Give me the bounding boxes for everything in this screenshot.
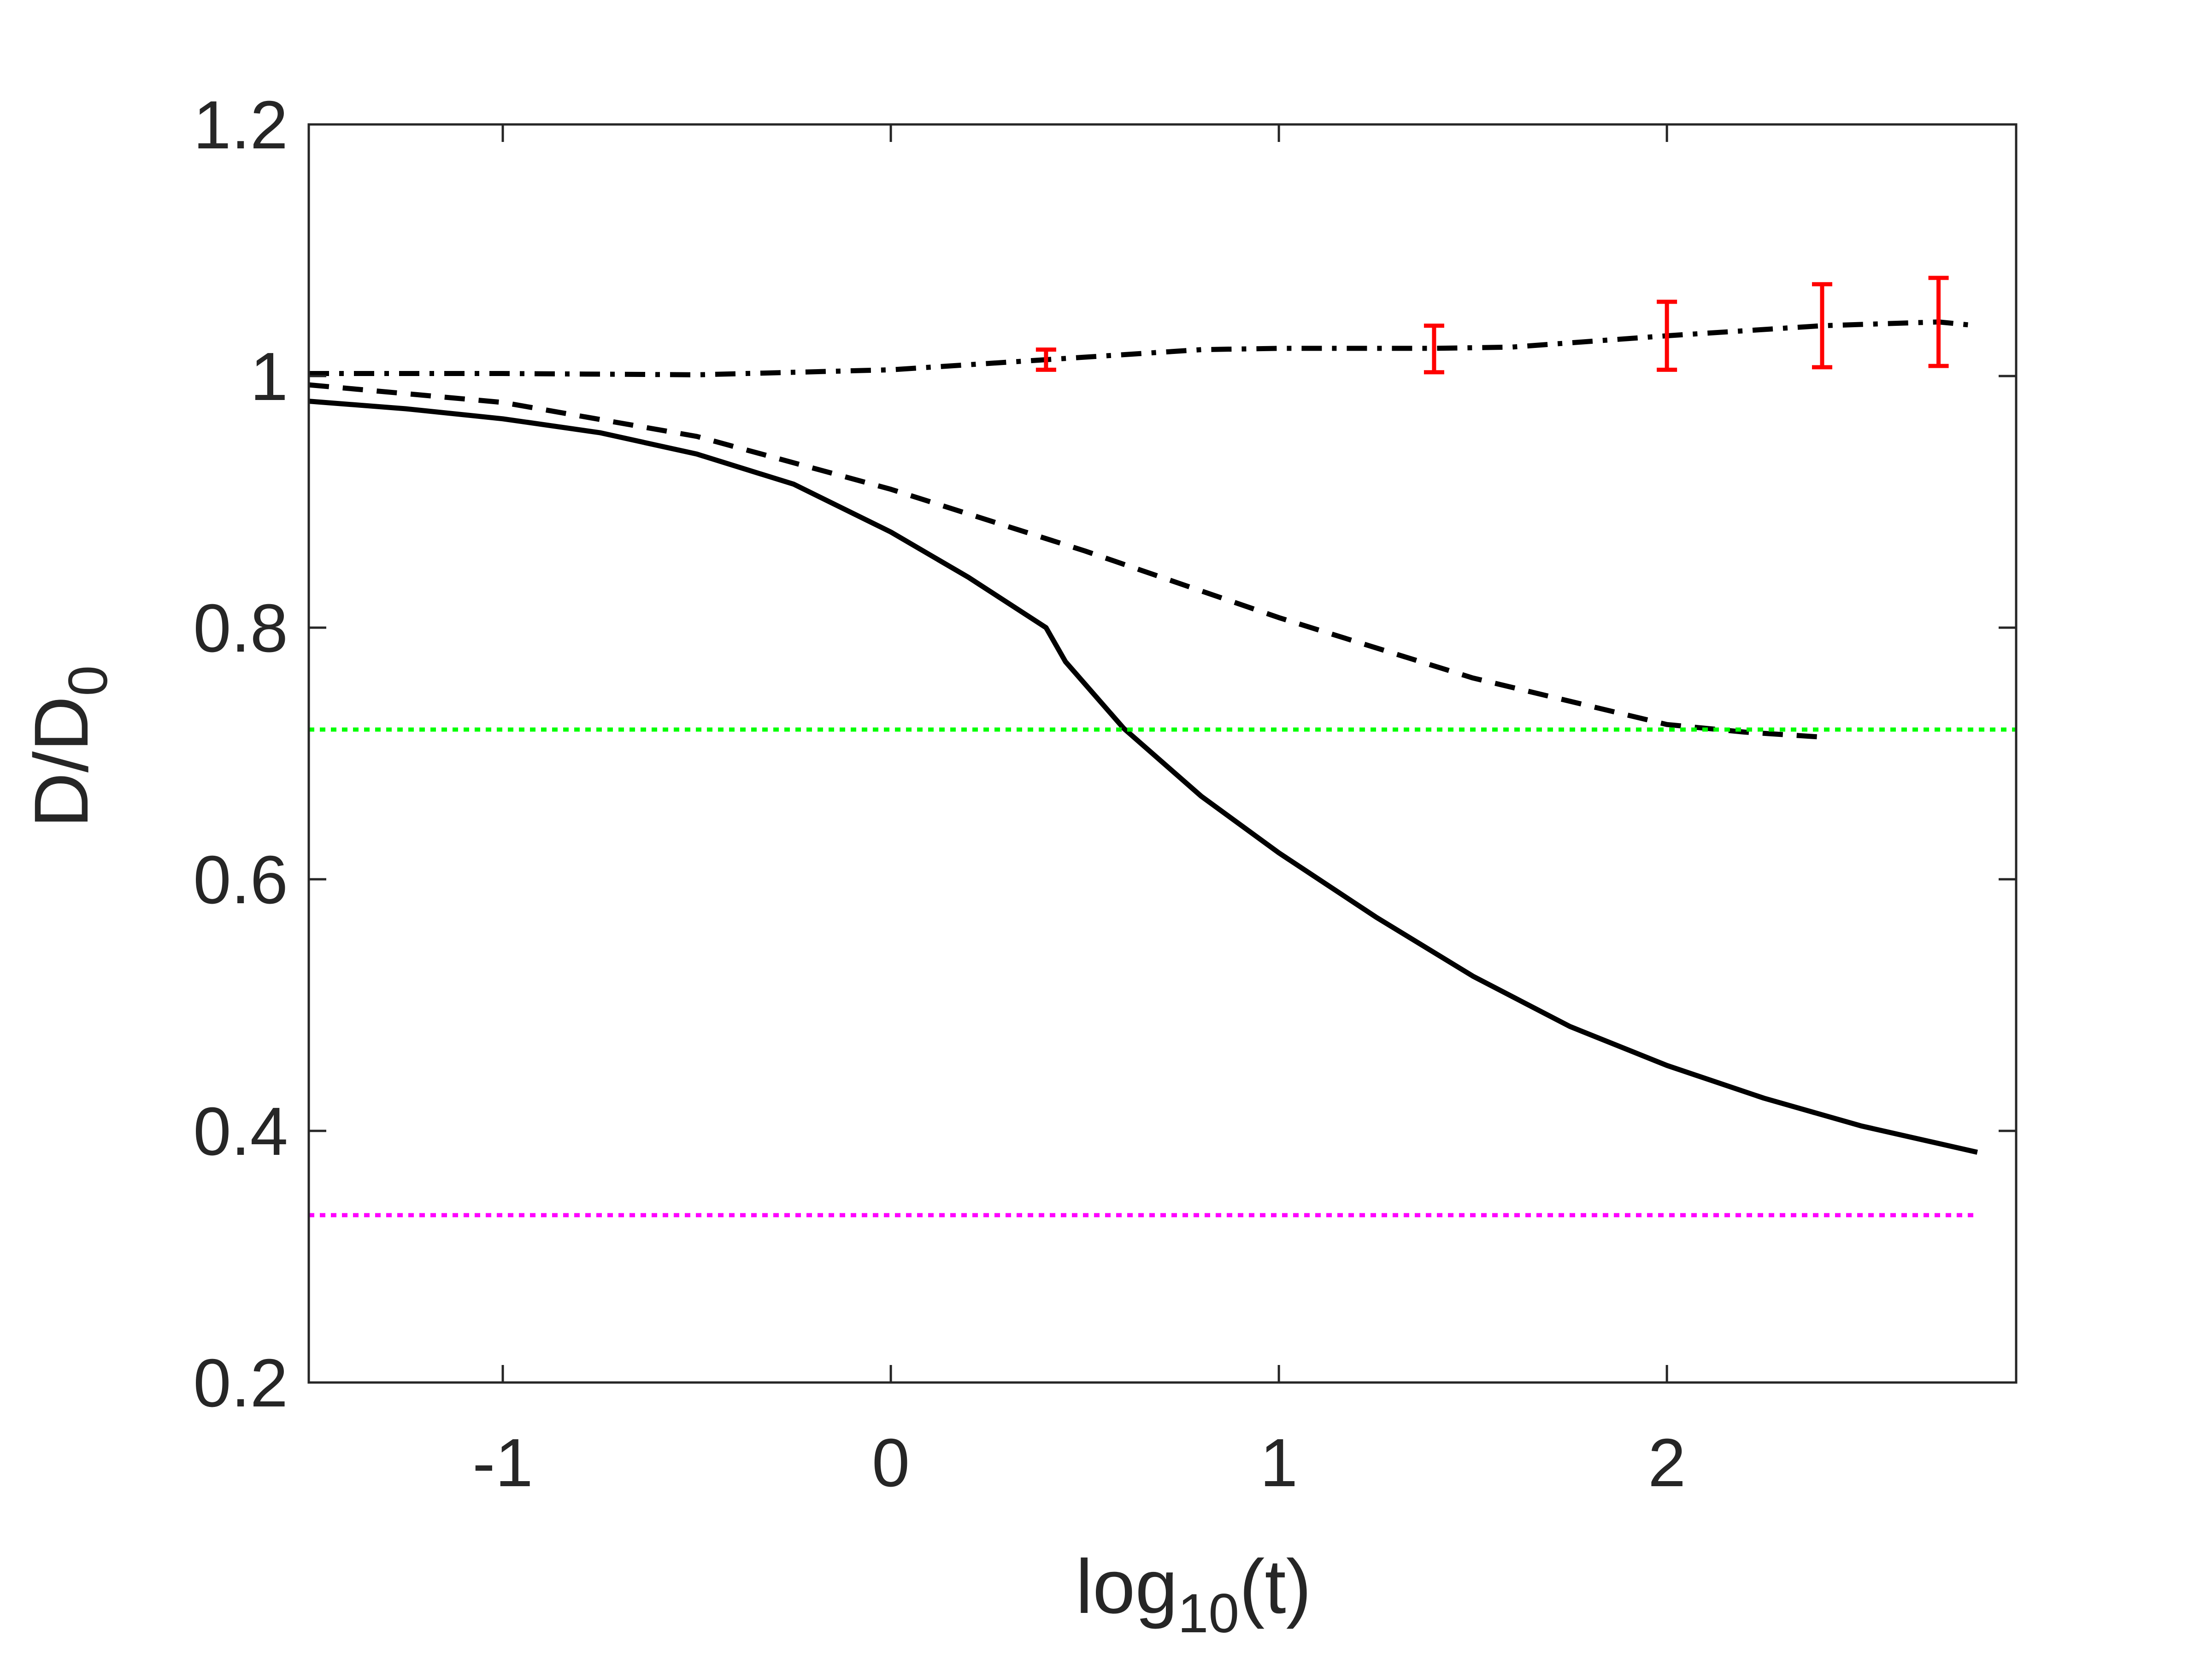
errorbar-layer [1035,276,1949,375]
y-axis-label: D/D0 [19,665,119,828]
tick-layer: -1 0 1 2 0.2 0.4 0.6 0.8 1 1.2 [193,87,2016,1501]
series-layer [308,319,2016,1218]
y-tick-label: 1 [250,339,288,415]
y-tick-label: 0.6 [193,842,288,918]
x-tick-label: 1 [1260,1425,1298,1501]
x-tick-label: -1 [472,1425,533,1501]
x-axis-label: log10(t) [1076,1544,1312,1644]
errorbar-5 [1928,276,1949,368]
x-tick-label: 2 [1648,1425,1686,1501]
y-tick-label: 1.2 [193,87,288,163]
errorbar-3 [1657,300,1677,372]
series-line-solid [308,399,1978,1155]
x-tick-label: 0 [872,1425,910,1501]
x-axis-label-subscript: 10 [1178,1583,1239,1644]
y-tick-label: 0.8 [193,590,288,666]
y-axis-label-base: D/D [19,696,104,828]
plot-area [309,124,2016,1382]
y-tick-label: 0.2 [193,1345,288,1421]
y-tick-label: 0.4 [193,1094,288,1170]
errorbar-4 [1812,282,1832,370]
errorbar-1 [1035,347,1056,372]
x-axis-label-suffix: (t) [1239,1544,1312,1630]
axes-box [307,123,2018,1384]
errorbar-2 [1424,324,1444,375]
x-axis-label-base: log [1076,1544,1178,1630]
y-axis-label-subscript: 0 [57,665,119,696]
